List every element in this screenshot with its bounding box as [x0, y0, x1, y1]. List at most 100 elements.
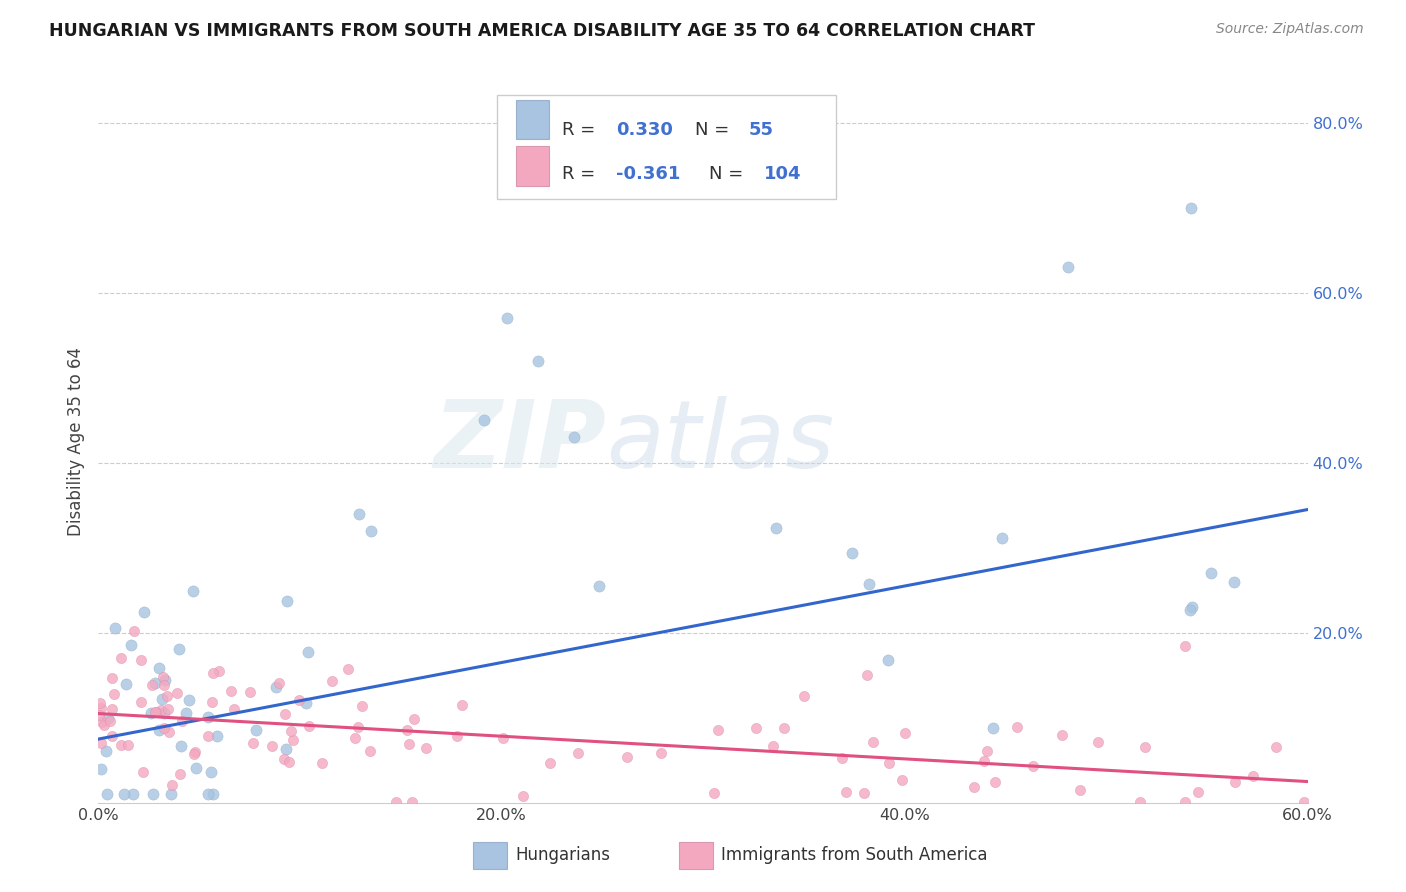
Point — [156, 702, 179, 716]
Point — [1187, 785, 1209, 799]
Point — [526, 353, 548, 368]
Point — [990, 531, 1012, 545]
Point — [273, 752, 295, 766]
Point — [90, 737, 112, 751]
Point — [834, 785, 856, 799]
Point — [93, 718, 115, 732]
Point — [142, 787, 165, 801]
Point — [174, 706, 197, 721]
Point — [415, 740, 437, 755]
Point — [152, 678, 174, 692]
Point — [170, 714, 193, 728]
Point — [132, 764, 155, 779]
Point — [150, 691, 173, 706]
Point — [157, 725, 180, 739]
Point — [404, 712, 426, 726]
Point — [183, 747, 205, 761]
Point — [122, 787, 145, 801]
Point — [1129, 795, 1152, 809]
Point — [588, 578, 610, 592]
Text: -0.361: -0.361 — [616, 165, 681, 184]
Point — [184, 745, 207, 759]
Point — [337, 662, 360, 676]
Point — [347, 507, 370, 521]
Point — [288, 693, 311, 707]
Text: ZIP: ZIP — [433, 395, 606, 488]
Point — [1241, 769, 1264, 783]
Point — [343, 731, 366, 746]
Point — [1174, 795, 1197, 809]
FancyBboxPatch shape — [679, 842, 713, 870]
Point — [707, 723, 730, 738]
Point — [208, 664, 231, 678]
Point — [120, 638, 142, 652]
Point — [446, 730, 468, 744]
Point — [538, 756, 561, 770]
Text: 104: 104 — [763, 165, 801, 184]
Text: N =: N = — [695, 120, 734, 138]
Point — [169, 641, 191, 656]
Point — [273, 706, 295, 721]
Point — [562, 430, 585, 444]
Point — [266, 681, 288, 695]
Text: R =: R = — [561, 165, 600, 184]
Point — [360, 524, 382, 538]
Point — [295, 697, 318, 711]
Point — [276, 594, 298, 608]
Point — [963, 780, 986, 795]
Point — [1050, 728, 1073, 742]
Point — [201, 665, 224, 680]
Point — [567, 746, 589, 760]
Point — [205, 729, 228, 743]
Point — [112, 787, 135, 801]
Point — [1022, 758, 1045, 772]
Point — [169, 739, 191, 753]
Point — [91, 714, 114, 729]
Text: 0.330: 0.330 — [616, 120, 673, 138]
Point — [891, 773, 914, 788]
Point — [160, 778, 183, 792]
Point — [512, 789, 534, 804]
Point — [269, 675, 291, 690]
FancyBboxPatch shape — [498, 95, 837, 200]
Point — [110, 650, 132, 665]
Point — [274, 742, 297, 756]
Point — [773, 721, 796, 735]
Point — [793, 690, 815, 704]
FancyBboxPatch shape — [516, 100, 550, 139]
Text: 55: 55 — [749, 120, 773, 138]
Point — [352, 698, 374, 713]
Point — [841, 546, 863, 560]
Point — [983, 775, 1005, 789]
Point — [472, 413, 495, 427]
Point — [1007, 720, 1029, 734]
Point — [166, 686, 188, 700]
Point — [103, 621, 125, 635]
Point — [1087, 734, 1109, 748]
Point — [141, 706, 163, 721]
Point — [117, 738, 139, 752]
Point — [242, 736, 264, 750]
Point — [311, 756, 333, 771]
Point — [762, 739, 785, 753]
Point — [298, 719, 321, 733]
Text: HUNGARIAN VS IMMIGRANTS FROM SOUTH AMERICA DISABILITY AGE 35 TO 64 CORRELATION C: HUNGARIAN VS IMMIGRANTS FROM SOUTH AMERI… — [49, 22, 1035, 40]
Text: Immigrants from South America: Immigrants from South America — [721, 846, 987, 863]
Point — [219, 683, 242, 698]
Point — [150, 703, 173, 717]
Point — [90, 700, 112, 714]
Point — [141, 678, 163, 692]
Point — [973, 755, 995, 769]
Point — [981, 721, 1004, 735]
Point — [239, 685, 262, 699]
Point — [1223, 574, 1246, 589]
Point — [1174, 639, 1197, 653]
Point — [115, 676, 138, 690]
Text: atlas: atlas — [606, 396, 835, 487]
Point — [765, 521, 787, 535]
Point — [359, 744, 381, 758]
Point — [1133, 740, 1156, 755]
Point — [101, 701, 124, 715]
Point — [831, 750, 853, 764]
Point — [169, 767, 191, 781]
